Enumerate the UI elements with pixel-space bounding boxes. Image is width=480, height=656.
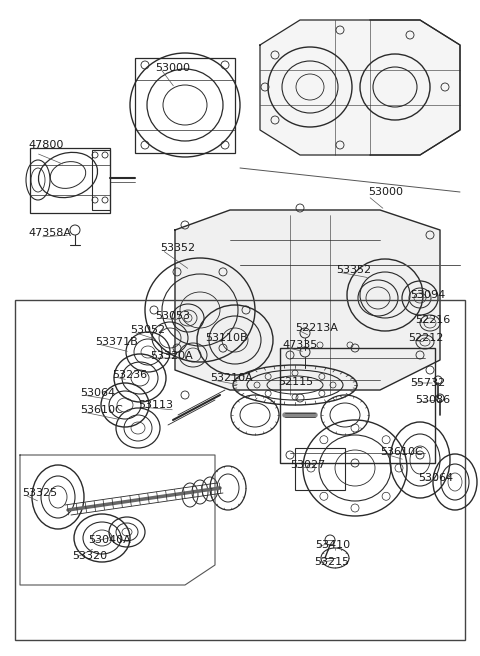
Text: 53052: 53052 (130, 325, 165, 335)
Text: 47800: 47800 (28, 140, 63, 150)
Text: 53053: 53053 (155, 311, 190, 321)
Polygon shape (260, 20, 460, 155)
Bar (295, 448, 345, 490)
Text: 53064: 53064 (418, 473, 453, 483)
Text: 53110B: 53110B (205, 333, 248, 343)
Text: 53610C: 53610C (80, 405, 123, 415)
Text: 53371B: 53371B (95, 337, 138, 347)
Text: 47335: 47335 (282, 340, 317, 350)
Bar (280, 348, 435, 463)
Text: 47358A: 47358A (28, 228, 71, 238)
Text: 53064: 53064 (80, 388, 115, 398)
Text: 52216: 52216 (415, 315, 450, 325)
Text: 53410: 53410 (315, 540, 350, 550)
Text: 53113: 53113 (138, 400, 173, 410)
Text: 52115: 52115 (278, 377, 313, 387)
Text: 52212: 52212 (408, 333, 444, 343)
Bar (135, 58, 235, 153)
Text: 53000: 53000 (368, 187, 403, 197)
Polygon shape (175, 210, 440, 390)
Text: 53027: 53027 (290, 460, 325, 470)
Text: 53352: 53352 (160, 243, 195, 253)
Text: 53320: 53320 (72, 551, 107, 561)
Text: 53352: 53352 (336, 265, 371, 275)
Text: 53086: 53086 (415, 395, 450, 405)
Text: 53040A: 53040A (88, 535, 131, 545)
Text: 52213A: 52213A (295, 323, 338, 333)
Text: 53325: 53325 (22, 488, 57, 498)
Text: 53000: 53000 (155, 63, 190, 73)
Text: 53236: 53236 (112, 370, 147, 380)
Text: 53610C: 53610C (380, 447, 423, 457)
Bar (15, 300, 465, 640)
Text: 53320A: 53320A (150, 351, 193, 361)
Bar (92, 150, 110, 210)
Text: 53210A: 53210A (210, 373, 253, 383)
Text: 55732: 55732 (410, 378, 445, 388)
Text: 53094: 53094 (410, 290, 445, 300)
Text: 53215: 53215 (314, 557, 349, 567)
Bar (30, 148, 110, 213)
